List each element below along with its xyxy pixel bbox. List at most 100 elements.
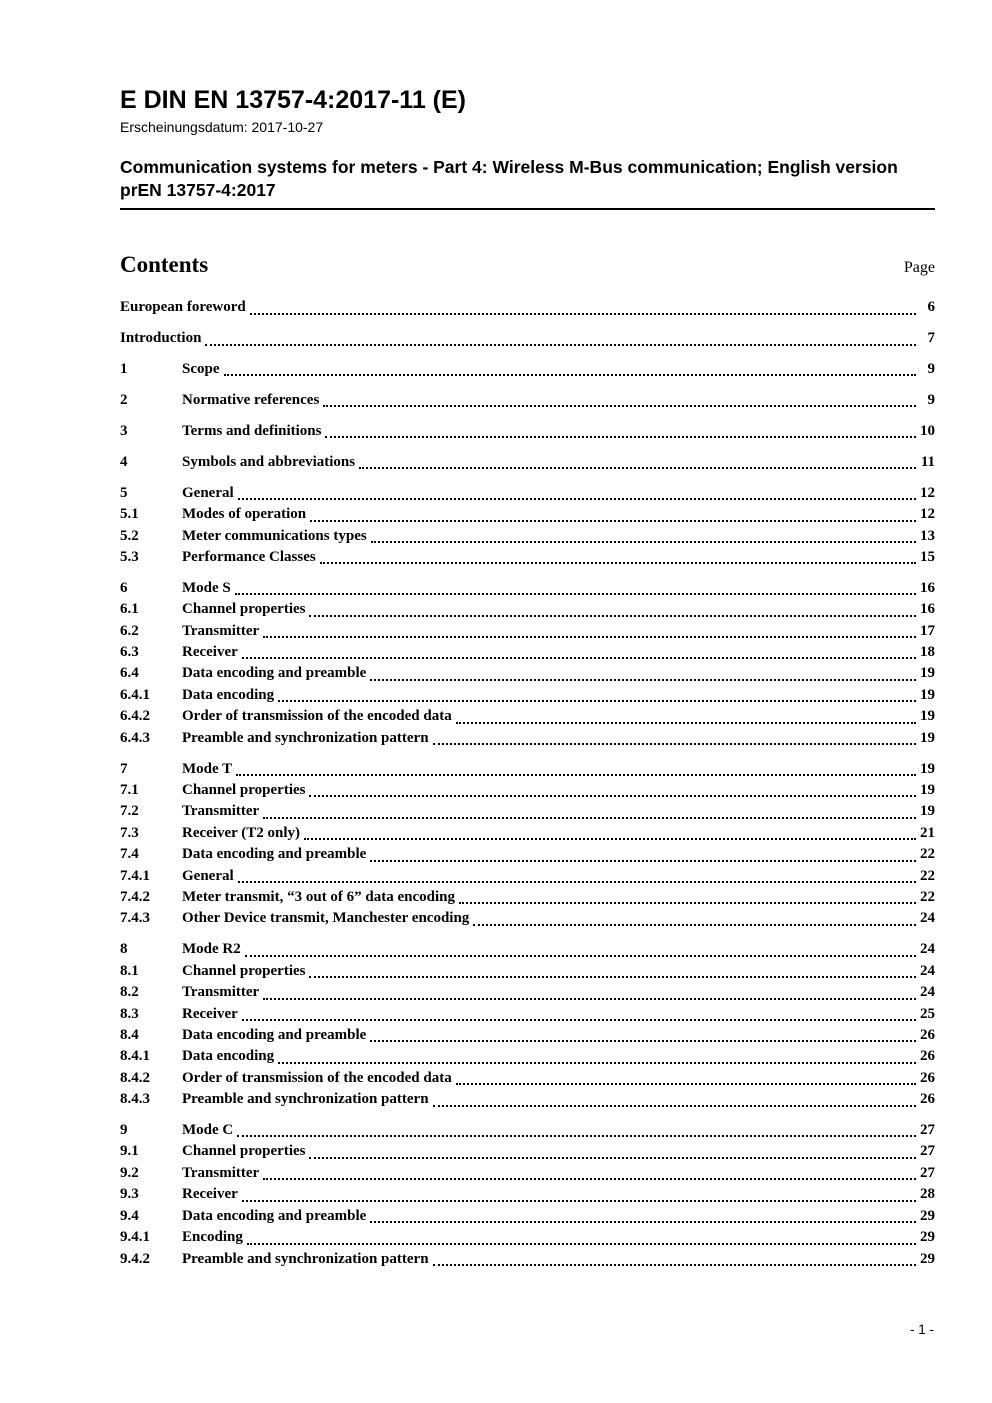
- toc-leader-dots: [370, 859, 916, 862]
- toc-entry-number: 7: [120, 760, 128, 777]
- toc-entry-page: 26: [920, 1069, 935, 1086]
- toc-leader-dots: [309, 614, 916, 617]
- toc-leader-dots: [263, 997, 916, 1000]
- toc-entry-page: 6: [927, 299, 936, 316]
- toc-entry-title: Order of transmission of the encoded dat…: [182, 1069, 452, 1086]
- toc-entry-page: 19: [920, 686, 935, 703]
- toc-entry: 7.4 Data encoding and preamble 22: [120, 844, 935, 865]
- toc-leader-dots: [234, 593, 916, 596]
- toc-entry-number: 9: [120, 1122, 128, 1139]
- toc-entry-number: 9.4.2: [120, 1250, 150, 1267]
- toc-entry-number: 5.2: [120, 527, 139, 544]
- toc-entry-title: Transmitter: [182, 803, 260, 820]
- toc-entry: 8.4.2 Order of transmission of the encod…: [120, 1068, 935, 1089]
- toc-entry-number: 6.2: [120, 622, 139, 639]
- toc-entry: 4 Symbols and abbreviations 11: [120, 452, 935, 473]
- toc-entry-number: 6.3: [120, 644, 139, 661]
- toc-entry-number: 8: [120, 941, 128, 958]
- toc-entry-page: 27: [920, 1164, 935, 1181]
- toc-entry-number: 8.3: [120, 1005, 139, 1022]
- toc-leader-dots: [241, 657, 916, 660]
- toc-entry: 9.4.2 Preamble and synchronization patte…: [120, 1249, 935, 1270]
- toc-leader-dots: [241, 1018, 916, 1021]
- toc-leader-dots: [244, 954, 916, 957]
- toc-leader-dots: [237, 498, 916, 501]
- toc-entry-title: Receiver: [182, 644, 238, 661]
- toc-entry-page: 22: [920, 846, 935, 863]
- toc-leader-dots: [249, 312, 916, 315]
- toc-entry-number: 9.4: [120, 1207, 139, 1224]
- toc-leader-dots: [319, 562, 916, 565]
- toc-entry-page: 19: [920, 781, 935, 798]
- toc-entry-number: 4: [120, 453, 128, 470]
- toc-leader-dots: [432, 743, 916, 746]
- toc-entry-title: Performance Classes: [182, 548, 316, 565]
- toc-entry: 5.3 Performance Classes 15: [120, 547, 935, 568]
- toc-entry-number: 5.3: [120, 548, 139, 565]
- toc-entry-number: 7.4.3: [120, 910, 150, 927]
- toc-entry-title: Data encoding and preamble: [182, 846, 367, 863]
- toc-entry-title: Transmitter: [182, 1164, 260, 1181]
- toc-entry-title: Meter transmit, “3 out of 6” data encodi…: [182, 889, 456, 905]
- toc-entry-page: 19: [920, 708, 935, 725]
- toc-leader-dots: [309, 976, 916, 979]
- toc-entry-title: Channel properties: [182, 962, 306, 979]
- toc-entry: 9.4.1 Encoding 29: [120, 1227, 935, 1248]
- toc-entry: 5.2 Meter communications types 13: [120, 526, 935, 547]
- toc-entry-page: 16: [920, 601, 935, 618]
- toc-entry-page: 12: [920, 506, 935, 523]
- toc-entry-number: 9.4.1: [120, 1229, 150, 1246]
- toc-entry: 3 Terms and definitions 10: [120, 421, 935, 442]
- toc-leader-dots: [325, 436, 916, 439]
- toc-entry-number: 8.4.3: [120, 1091, 150, 1108]
- toc-leader-dots: [370, 678, 916, 681]
- toc-entry-number: 8.4.2: [120, 1069, 150, 1086]
- toc-entry: 9.3 Receiver 28: [120, 1184, 935, 1205]
- toc-entry: 9.1 Channel properties 27: [120, 1141, 935, 1162]
- toc-entry-page: 24: [920, 910, 935, 927]
- toc-entry-title: Transmitter: [182, 622, 260, 639]
- toc-entry-page: 11: [920, 453, 935, 470]
- toc-entry-page: 24: [920, 941, 935, 958]
- toc-entry: 8.3 Receiver 25: [120, 1004, 935, 1025]
- toc-leader-dots: [370, 1040, 916, 1043]
- toc-leader-dots: [263, 1178, 916, 1181]
- toc-entry: 2 Normative references 9: [120, 390, 935, 411]
- contents-heading: Contents: [120, 252, 209, 278]
- toc-entry-page: 19: [920, 665, 935, 682]
- toc-entry-title: Symbols and abbreviations: [182, 453, 356, 470]
- toc-entry: 7.3 Receiver (T2 only) 21: [120, 823, 935, 844]
- toc-entry: 7.4.3 Other Device transmit, Manchester …: [120, 908, 935, 929]
- toc-entry-page: 17: [920, 622, 935, 639]
- toc-entry: 9 Mode C 27: [120, 1120, 935, 1141]
- toc-entry-title: Data encoding: [182, 686, 275, 703]
- toc-leader-dots: [278, 700, 916, 703]
- contents-header: Contents Page: [120, 252, 935, 278]
- toc-entry-title: Data encoding and preamble: [182, 1207, 367, 1224]
- toc-entry-number: 7.3: [120, 824, 139, 841]
- document-code: E DIN EN 13757-4:2017-11 (E): [120, 86, 467, 114]
- toc-entry-title: Encoding: [182, 1229, 243, 1246]
- toc-leader-dots: [455, 721, 916, 724]
- toc-entry-page: 26: [920, 1048, 935, 1065]
- toc-entry-page: 22: [920, 889, 935, 905]
- toc-entry-title: Receiver: [182, 1005, 238, 1022]
- toc-entry: 6.3 Receiver 18: [120, 642, 935, 663]
- toc-entry-page: 19: [920, 729, 935, 746]
- toc-leader-dots: [370, 540, 916, 543]
- toc-leader-dots: [309, 1156, 916, 1159]
- toc-entry-page: 15: [920, 548, 935, 565]
- toc-leader-dots: [237, 1135, 916, 1138]
- toc-entry-number: 1: [120, 361, 128, 378]
- toc-entry-page: 22: [920, 867, 935, 884]
- toc-leader-dots: [236, 773, 916, 776]
- toc-entry-page: 26: [920, 1091, 935, 1108]
- toc-entry-title: Mode T: [182, 760, 233, 777]
- toc-entry: 8 Mode R2 24: [120, 939, 935, 960]
- toc-entry-title: Receiver (T2 only): [182, 824, 301, 841]
- page-content: E DIN EN 13757-4:2017-11 (E) Erscheinung…: [120, 0, 935, 1270]
- toc-entry-page: 10: [920, 422, 935, 439]
- toc-entry-page: 28: [920, 1186, 935, 1203]
- toc-leader-dots: [432, 1263, 916, 1266]
- toc-leader-dots: [473, 923, 916, 926]
